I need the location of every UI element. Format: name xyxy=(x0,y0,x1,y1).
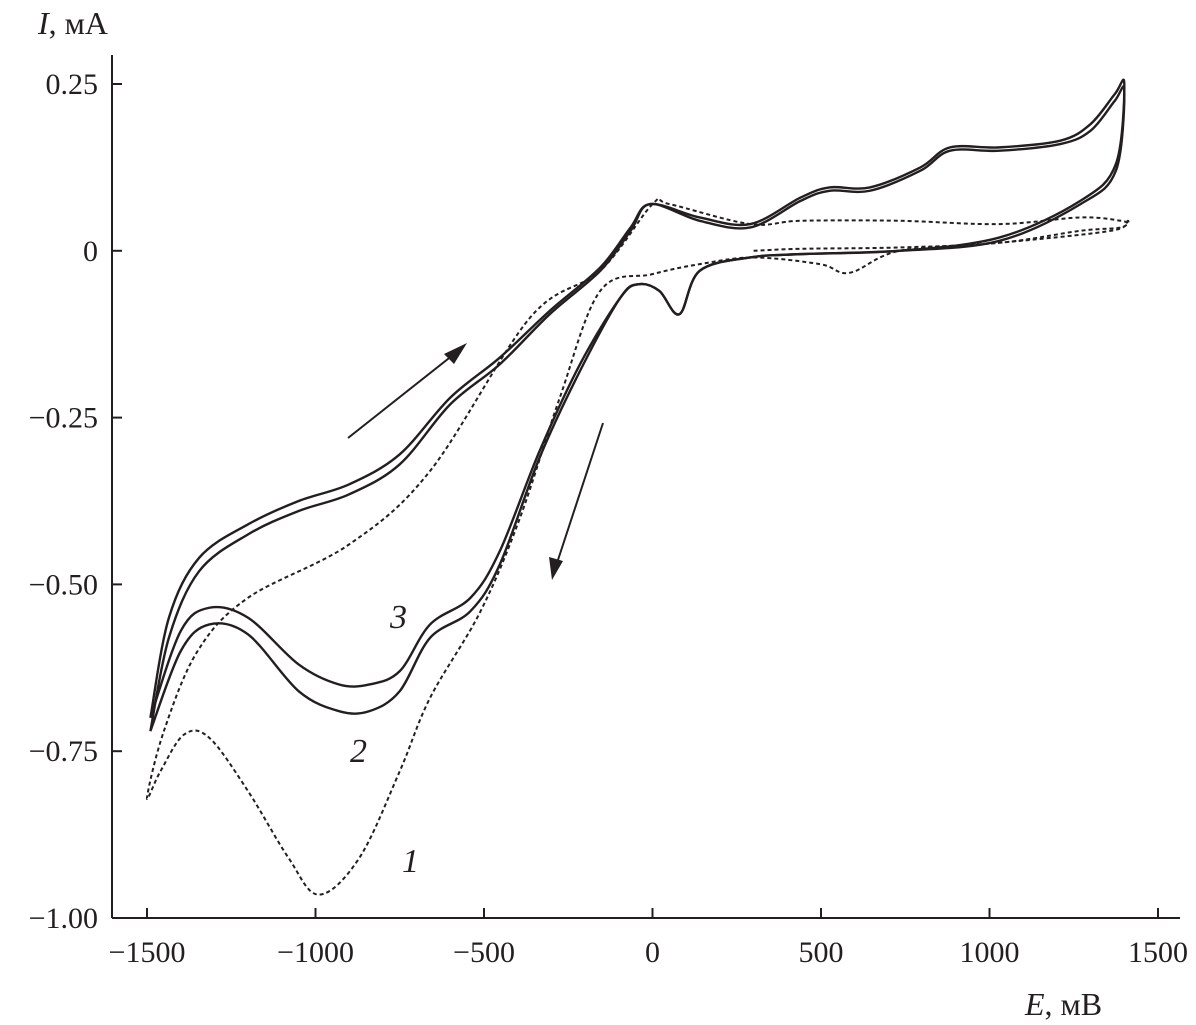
x-tick-label: 0 xyxy=(645,936,660,969)
y-axis-var: I xyxy=(37,5,50,41)
forward-scan-arrow xyxy=(347,350,459,439)
reverse-scan-arrowhead xyxy=(549,557,563,580)
x-axis-var: E xyxy=(1024,986,1045,1022)
curve-label-3: 3 xyxy=(389,599,407,636)
reverse-scan-arrow xyxy=(555,422,604,567)
y-axis-unit: , мА xyxy=(49,5,108,41)
x-axis-unit: , мВ xyxy=(1045,986,1103,1022)
y-axis-label: I, мА xyxy=(37,5,108,41)
y-tick-label: 0 xyxy=(83,235,98,268)
x-tick-label: −500 xyxy=(453,936,515,969)
x-tick-label: −1500 xyxy=(109,936,186,969)
curve-label-2: 2 xyxy=(350,733,367,770)
y-tick-label: −0.75 xyxy=(29,735,98,768)
series-2-line xyxy=(149,85,1126,732)
y-tick-label: 0.25 xyxy=(46,68,99,101)
y-tick-label: −0.25 xyxy=(29,402,98,435)
x-tick-label: −1000 xyxy=(277,936,354,969)
forward-scan-arrowhead xyxy=(444,343,467,364)
x-tick-label: 500 xyxy=(799,936,844,969)
y-tick-label: −1.00 xyxy=(29,902,98,935)
y-tick-label: −0.50 xyxy=(29,568,98,601)
x-tick-label: 1500 xyxy=(1128,936,1188,969)
x-axis-label: E, мВ xyxy=(1024,986,1102,1022)
curve-label-1: 1 xyxy=(402,843,419,880)
x-tick-label: 1000 xyxy=(960,936,1020,969)
series-3-line xyxy=(149,78,1126,719)
series-1-line xyxy=(146,197,1130,896)
